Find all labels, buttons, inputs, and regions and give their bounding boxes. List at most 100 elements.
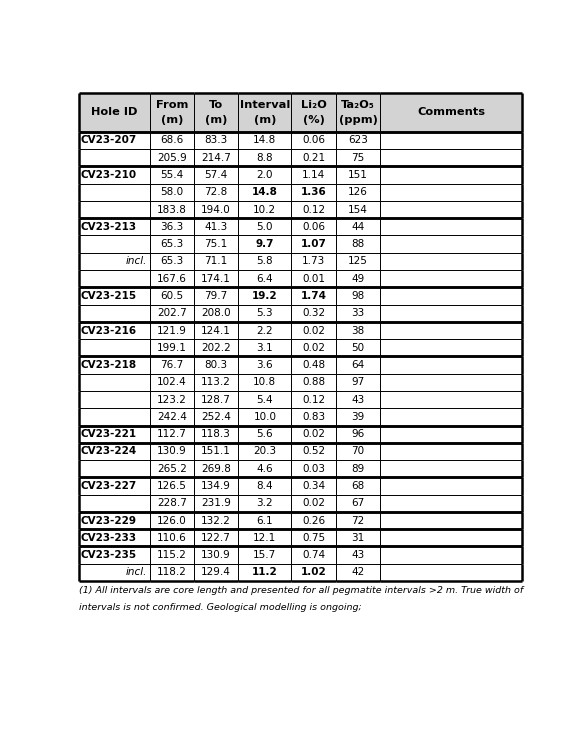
Bar — [194, 287, 239, 304]
Bar — [336, 391, 380, 408]
Bar — [79, 304, 149, 322]
Bar — [194, 322, 239, 339]
Text: 57.4: 57.4 — [205, 170, 228, 180]
Text: 89: 89 — [352, 464, 364, 473]
Bar — [79, 201, 149, 218]
Bar — [239, 530, 291, 547]
Bar — [149, 408, 194, 426]
Text: CV23-218: CV23-218 — [81, 360, 137, 370]
Bar — [149, 322, 194, 339]
Text: 0.12: 0.12 — [302, 204, 325, 215]
Bar — [291, 184, 336, 201]
Bar — [79, 477, 149, 494]
Text: 118.3: 118.3 — [201, 429, 231, 439]
Bar — [291, 304, 336, 322]
Bar — [79, 218, 149, 236]
Bar — [79, 494, 149, 512]
Text: 5.4: 5.4 — [257, 395, 273, 405]
Text: 14.8: 14.8 — [253, 135, 277, 145]
Text: 41.3: 41.3 — [205, 222, 228, 232]
Bar — [336, 184, 380, 201]
Bar — [239, 374, 291, 391]
Text: 64: 64 — [352, 360, 364, 370]
Text: 129.4: 129.4 — [201, 568, 231, 577]
Bar — [380, 253, 522, 270]
Bar — [291, 494, 336, 512]
Text: 123.2: 123.2 — [157, 395, 187, 405]
Bar — [291, 530, 336, 547]
Bar — [239, 460, 291, 477]
Bar — [336, 149, 380, 166]
Text: 55.4: 55.4 — [160, 170, 183, 180]
Bar — [194, 512, 239, 530]
Text: 20.3: 20.3 — [253, 447, 277, 456]
Bar — [336, 530, 380, 547]
Text: 122.7: 122.7 — [201, 533, 231, 543]
Bar — [336, 339, 380, 357]
Text: 71.1: 71.1 — [205, 257, 228, 266]
Bar — [336, 132, 380, 149]
Bar — [291, 443, 336, 460]
Text: 125: 125 — [348, 257, 368, 266]
Text: 0.01: 0.01 — [302, 274, 325, 283]
Bar — [291, 512, 336, 530]
Bar — [79, 357, 149, 374]
Text: 12.1: 12.1 — [253, 533, 277, 543]
Bar — [291, 253, 336, 270]
Text: 68: 68 — [352, 481, 364, 491]
Text: 0.52: 0.52 — [302, 447, 325, 456]
Text: 72.8: 72.8 — [205, 187, 228, 197]
Bar — [79, 270, 149, 287]
Bar — [194, 339, 239, 357]
Bar — [239, 166, 291, 184]
Bar — [336, 166, 380, 184]
Bar — [291, 391, 336, 408]
Bar — [239, 564, 291, 581]
Bar — [336, 236, 380, 253]
Text: 76.7: 76.7 — [160, 360, 183, 370]
Bar — [194, 270, 239, 287]
Text: 75: 75 — [352, 153, 364, 163]
Bar — [239, 93, 291, 132]
Bar — [149, 201, 194, 218]
Bar — [336, 374, 380, 391]
Text: 72: 72 — [352, 515, 364, 526]
Bar — [380, 287, 522, 304]
Bar — [79, 426, 149, 443]
Text: 88: 88 — [352, 239, 364, 249]
Text: 97: 97 — [352, 377, 364, 387]
Text: 4.6: 4.6 — [257, 464, 273, 473]
Bar — [380, 132, 522, 149]
Text: incl.: incl. — [126, 257, 147, 266]
Text: CV23-233: CV23-233 — [81, 533, 137, 543]
Text: 10.2: 10.2 — [253, 204, 277, 215]
Text: 121.9: 121.9 — [157, 325, 187, 336]
Bar — [79, 547, 149, 564]
Text: CV23-213: CV23-213 — [81, 222, 137, 232]
Bar — [291, 287, 336, 304]
Text: 43: 43 — [352, 395, 364, 405]
Bar — [194, 149, 239, 166]
Text: To: To — [209, 99, 223, 110]
Text: 9.7: 9.7 — [255, 239, 274, 249]
Text: incl.: incl. — [126, 568, 147, 577]
Text: 44: 44 — [352, 222, 364, 232]
Text: From: From — [156, 99, 188, 110]
Bar — [336, 477, 380, 494]
Bar — [149, 253, 194, 270]
Text: 43: 43 — [352, 550, 364, 560]
Bar — [79, 512, 149, 530]
Bar — [336, 201, 380, 218]
Bar — [79, 374, 149, 391]
Text: 0.06: 0.06 — [302, 135, 325, 145]
Bar — [239, 149, 291, 166]
Text: 49: 49 — [352, 274, 364, 283]
Text: CV23-210: CV23-210 — [81, 170, 137, 180]
Bar — [239, 426, 291, 443]
Text: Comments: Comments — [417, 107, 485, 117]
Bar — [336, 253, 380, 270]
Bar — [79, 287, 149, 304]
Bar — [79, 564, 149, 581]
Text: 0.34: 0.34 — [302, 481, 325, 491]
Text: 0.48: 0.48 — [302, 360, 325, 370]
